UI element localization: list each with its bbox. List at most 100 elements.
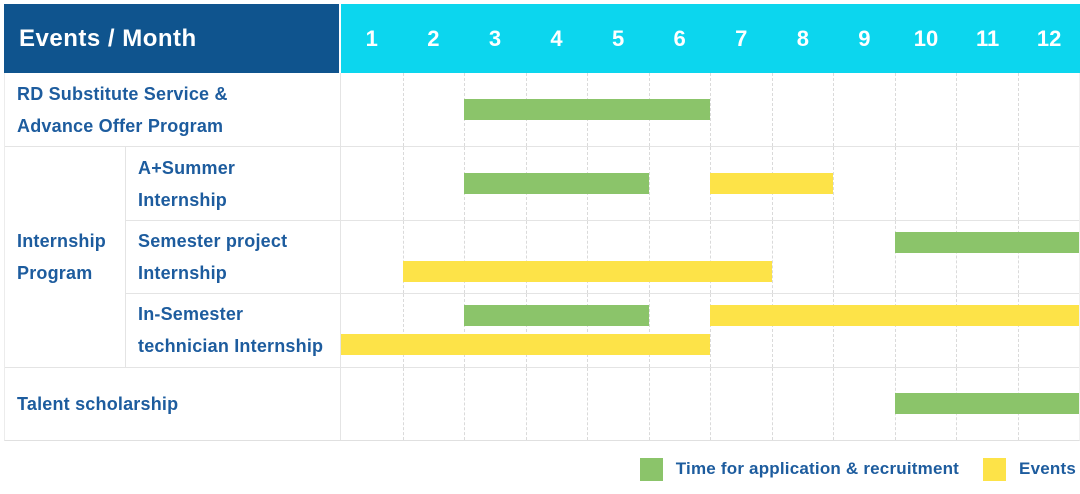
month-gridline — [464, 220, 465, 294]
month-gridline — [1017, 73, 1019, 147]
table-header-row: Events / Month 1 2 3 4 5 6 7 8 9 10 11 12 — [4, 4, 1080, 73]
month-header-cell: 10 — [895, 4, 957, 73]
month-gridline — [402, 367, 404, 440]
bar-lane — [341, 99, 1079, 121]
month-header-cell: 6 — [649, 4, 711, 73]
gantt-bar-application-semester-project-internship — [894, 231, 1079, 253]
month-gridline — [464, 367, 465, 440]
month-gridline — [956, 147, 957, 220]
month-header-cell: 5 — [587, 4, 649, 73]
row-label-rd-substitute-service: RD Substitute Service & Advance Offer Pr… — [5, 73, 341, 147]
month-gridline — [648, 220, 650, 294]
row-label-in-semester-technician-internship: In-Semester technician Internship — [126, 293, 341, 367]
events-month-header: Events / Month — [4, 4, 339, 73]
legend-label-events: Events — [1019, 459, 1076, 478]
bar-lane — [341, 173, 1079, 195]
timeline-semester-project-internship — [341, 219, 1079, 294]
month-header-cell: 9 — [834, 4, 896, 73]
month-header-cell: 1 — [341, 4, 403, 73]
month-gridline — [525, 294, 527, 367]
bar-lanes — [341, 147, 1079, 219]
month-label: 12 — [1036, 25, 1062, 51]
legend-swatch-events — [983, 457, 1007, 481]
row-label-semester-project-internship: Semester project Internship — [126, 219, 341, 294]
legend-swatch-application — [639, 457, 663, 481]
row-label-a-plus-summer-internship: A+Summer Internship — [126, 146, 341, 220]
gantt-bar-events-in-semester-technician-internship — [710, 305, 1079, 327]
month-gridline — [956, 73, 957, 147]
month-gridline — [402, 294, 404, 367]
month-gridline — [833, 147, 834, 220]
month-gridline — [587, 367, 588, 440]
month-gridline — [956, 294, 957, 367]
bar-lane — [341, 305, 1079, 327]
bar-lanes — [341, 294, 1079, 366]
month-label: 3 — [488, 25, 502, 51]
month-gridline — [648, 147, 650, 220]
gantt-bar-events-in-semester-technician-internship — [341, 334, 710, 356]
timeline-talent-scholarship — [341, 366, 1079, 440]
legend-label-application: Time for application & recruitment — [675, 459, 960, 478]
bar-lanes — [341, 368, 1079, 440]
month-header-cell: 4 — [526, 4, 588, 73]
month-gridline — [1017, 294, 1019, 367]
month-gridline — [1017, 220, 1019, 294]
month-header-cell: 2 — [403, 4, 465, 73]
month-gridline — [402, 73, 404, 147]
month-gridline — [648, 367, 650, 440]
month-gridline — [402, 147, 404, 220]
month-label: 2 — [427, 25, 440, 51]
month-gridline — [710, 294, 711, 367]
bar-lane — [341, 231, 1079, 253]
month-label: 8 — [796, 25, 809, 51]
month-label: 10 — [913, 25, 939, 51]
legend: Time for application & recruitment Events — [639, 452, 1076, 486]
timeline-rd-substitute-service — [341, 73, 1079, 147]
events-month-table: Events / Month 1 2 3 4 5 6 7 8 9 10 11 12 RD Substi… — [4, 4, 1080, 441]
month-header-cell: 11 — [957, 4, 1019, 73]
month-gridline — [587, 220, 588, 294]
month-header-cell: 12 — [1018, 4, 1080, 73]
month-gridline — [894, 220, 896, 294]
legend-item-application: Time for application & recruitment — [639, 457, 960, 481]
gantt-bar-application-a-plus-summer-internship — [464, 173, 649, 195]
timeline-in-semester-technician-internship — [341, 293, 1079, 367]
month-label: 11 — [975, 25, 1000, 51]
month-header-cell: 7 — [710, 4, 772, 73]
timeline-a-plus-summer-internship — [341, 146, 1079, 220]
month-gridline — [402, 220, 404, 294]
month-gridline — [833, 294, 834, 367]
row-label-talent-scholarship: Talent scholarship — [5, 366, 341, 440]
month-gridline — [771, 220, 773, 294]
month-gridline — [894, 294, 896, 367]
month-gridline — [894, 147, 896, 220]
month-gridline — [710, 73, 711, 147]
bar-lane — [341, 393, 1079, 415]
group-label-internship-program: Internship Program — [5, 146, 126, 367]
month-gridline — [833, 367, 834, 440]
month-gridline — [771, 73, 773, 147]
month-gridline — [525, 367, 527, 440]
month-gridline — [464, 294, 465, 367]
month-gridline — [771, 294, 773, 367]
month-gridline — [525, 220, 527, 294]
month-gridline — [894, 73, 896, 147]
month-gridline — [833, 73, 834, 147]
gantt-body: RD Substitute Service & Advance Offer Pr… — [4, 73, 1080, 441]
month-header-row: 1 2 3 4 5 6 7 8 9 10 11 12 — [341, 4, 1080, 73]
month-label: 5 — [611, 25, 625, 51]
legend-item-events: Events — [983, 457, 1076, 481]
month-label: 4 — [550, 25, 563, 51]
gantt-bar-events-a-plus-summer-internship — [710, 173, 833, 195]
month-gridline — [833, 220, 834, 294]
month-header-cell: 8 — [772, 4, 834, 73]
month-gridline — [771, 367, 773, 440]
bar-lane — [341, 260, 1079, 282]
gantt-bar-events-semester-project-internship — [402, 260, 772, 282]
month-gridline — [956, 220, 957, 294]
month-gridline — [587, 294, 588, 367]
month-gridline — [1017, 147, 1019, 220]
month-label: 9 — [858, 25, 871, 51]
month-gridline — [710, 367, 711, 440]
